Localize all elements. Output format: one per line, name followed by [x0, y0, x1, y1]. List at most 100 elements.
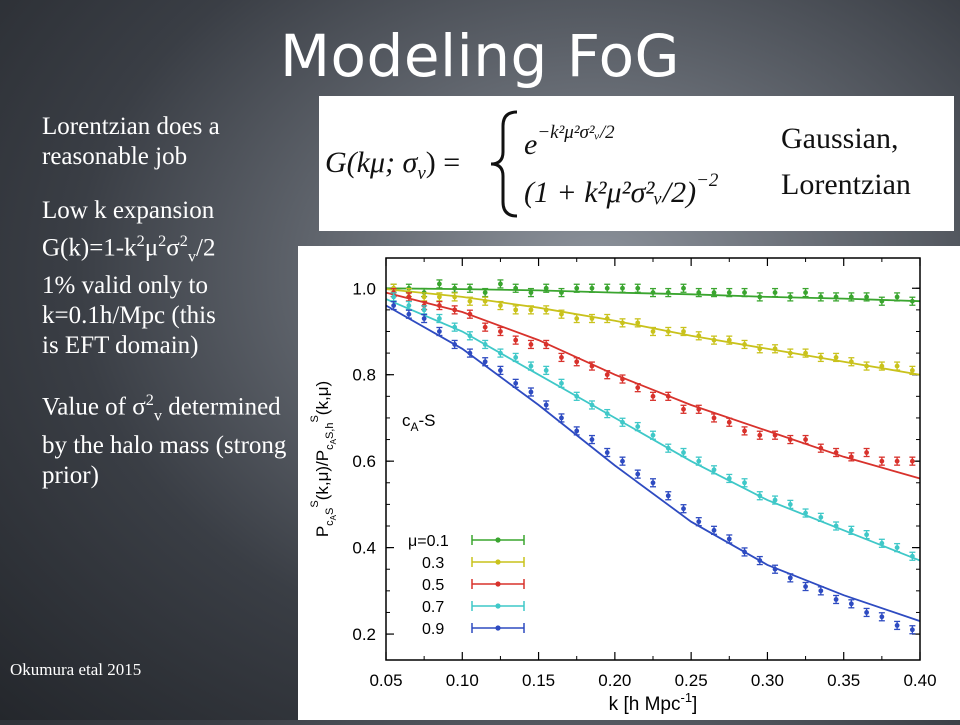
- point-marker: [787, 501, 793, 507]
- point-marker: [681, 506, 686, 512]
- point-marker: [498, 329, 503, 334]
- data-point-mu-0.7: [878, 538, 885, 548]
- point-marker: [482, 324, 488, 330]
- equation-image: G(kμ; σv) = e−k²μ²σ²ᵥ/2 (1 + k²μ²σ²ᵥ/2)−…: [319, 96, 954, 231]
- y-tick-label: 0.8: [352, 366, 376, 385]
- data-point-mu-0.5: [558, 352, 565, 363]
- point-marker: [803, 290, 808, 295]
- data-point-mu-0.3: [772, 344, 779, 354]
- data-point-mu-0.3: [466, 296, 473, 306]
- point-marker: [467, 311, 473, 317]
- data-point-mu-0.1: [756, 292, 763, 302]
- data-point-mu-0.7: [466, 331, 473, 341]
- model-curve-mu-0.9: [385, 304, 921, 622]
- point-marker: [604, 316, 610, 321]
- data-point-mu-0.5: [680, 404, 687, 414]
- data-point-mu-0.9: [878, 612, 885, 622]
- x-tick-label: 0.20: [598, 671, 631, 690]
- point-marker: [665, 290, 671, 295]
- point-marker: [482, 298, 488, 304]
- point-marker: [650, 480, 656, 486]
- point-marker: [879, 363, 885, 369]
- data-point-mu-0.7: [817, 512, 824, 523]
- data-point-mu-0.9: [588, 434, 595, 445]
- point-marker: [772, 497, 778, 503]
- formula-suffix: /2: [196, 234, 216, 262]
- data-point-mu-0.1: [466, 283, 473, 293]
- point-marker: [528, 307, 534, 313]
- lorentzian-label: Lorentzian: [781, 168, 911, 201]
- sigma-value-note: Value of σ2v determined by the halo mass…: [42, 391, 287, 489]
- validity-line-2: k=0.1h/Mpc (this: [42, 302, 216, 330]
- y-axis-ticks: 0.2 0.4 0.6 0.8 1.0: [352, 279, 920, 644]
- data-point-mu-0.1: [802, 287, 809, 298]
- bullet-text-column: Lorentzian does a reasonable job Low k e…: [42, 112, 288, 515]
- data-point-mu-0.9: [390, 300, 397, 311]
- data-point-mu-0.9: [787, 573, 794, 583]
- point-marker: [452, 285, 458, 291]
- y-tick-label: 0.2: [352, 625, 376, 644]
- data-point-mu-0.5: [787, 434, 794, 445]
- data-point-mu-0.3: [665, 326, 672, 337]
- data-point-mu-0.3: [909, 365, 916, 376]
- point-marker: [559, 290, 564, 295]
- point-marker: [559, 380, 564, 386]
- point-marker: [879, 614, 885, 620]
- point-marker: [803, 584, 808, 589]
- point-marker: [757, 346, 763, 352]
- point-marker: [421, 294, 427, 300]
- point-marker: [711, 290, 717, 295]
- data-point-mu-0.9: [619, 456, 626, 466]
- point-marker: [848, 294, 854, 300]
- point-marker: [864, 363, 869, 369]
- point-marker: [543, 285, 549, 291]
- data-point-mu-0.5: [772, 430, 779, 440]
- point-marker: [833, 450, 839, 455]
- data-point-mu-0.7: [665, 443, 672, 453]
- ratio-chart: 0.20.40.60.81.0 0.05 0.10 0.15 0.20 0.25 0.30…: [309, 257, 937, 715]
- data-point-mu-0.3: [527, 305, 534, 315]
- point-marker: [498, 281, 503, 287]
- point-marker: [681, 450, 686, 455]
- sigma-note-rest: determined by the halo mass (strong prio…: [42, 393, 287, 489]
- point-marker: [437, 329, 442, 334]
- data-point-mu-0.9: [497, 365, 504, 376]
- data-point-mu-0.3: [894, 361, 901, 371]
- point-marker: [482, 359, 488, 365]
- point-marker: [665, 329, 671, 334]
- data-points: [390, 279, 916, 635]
- point-marker: [467, 333, 473, 339]
- data-point-mu-0.3: [619, 318, 626, 328]
- point-marker: [757, 493, 763, 499]
- y-tick-label: 1.0: [352, 279, 376, 298]
- data-point-mu-0.1: [665, 287, 672, 298]
- y-tick-label: 0.4: [352, 539, 376, 558]
- data-point-mu-0.7: [863, 529, 870, 540]
- data-point-mu-0.7: [711, 465, 718, 475]
- data-point-mu-0.5: [466, 309, 473, 319]
- data-point-mu-0.9: [527, 387, 534, 397]
- point-marker: [787, 575, 793, 581]
- data-point-mu-0.7: [787, 499, 794, 510]
- legend-label-mu-0.1: μ=0.1: [408, 533, 449, 550]
- lorentzian-expression: (1 + k²μ²σ²ᵥ/2)−2: [524, 170, 719, 209]
- point-marker: [787, 350, 793, 356]
- point-marker: [726, 476, 732, 481]
- point-marker: [772, 566, 778, 572]
- y-axis-label: PcASS(k,μ)/PcAS,hS(k,μ): [309, 381, 338, 537]
- point-marker: [467, 350, 473, 356]
- x-tick-label: 0.15: [522, 671, 555, 690]
- point-marker: [757, 558, 763, 563]
- data-point-mu-0.5: [588, 361, 595, 371]
- chart-panel: 0.2 0.4 0.6 0.8 1.0 0.05 0.10 0.15 0.20 0.25 0.30…: [298, 246, 960, 720]
- point-marker: [787, 294, 793, 300]
- data-point-mu-0.7: [894, 542, 901, 553]
- point-marker: [711, 527, 717, 533]
- data-point-mu-0.1: [436, 279, 443, 289]
- data-point-mu-0.1: [588, 283, 595, 293]
- data-point-mu-0.9: [711, 525, 718, 535]
- point-marker: [543, 367, 549, 373]
- point-marker: [879, 540, 885, 546]
- data-point-mu-0.3: [451, 292, 458, 302]
- data-point-mu-0.3: [604, 313, 611, 324]
